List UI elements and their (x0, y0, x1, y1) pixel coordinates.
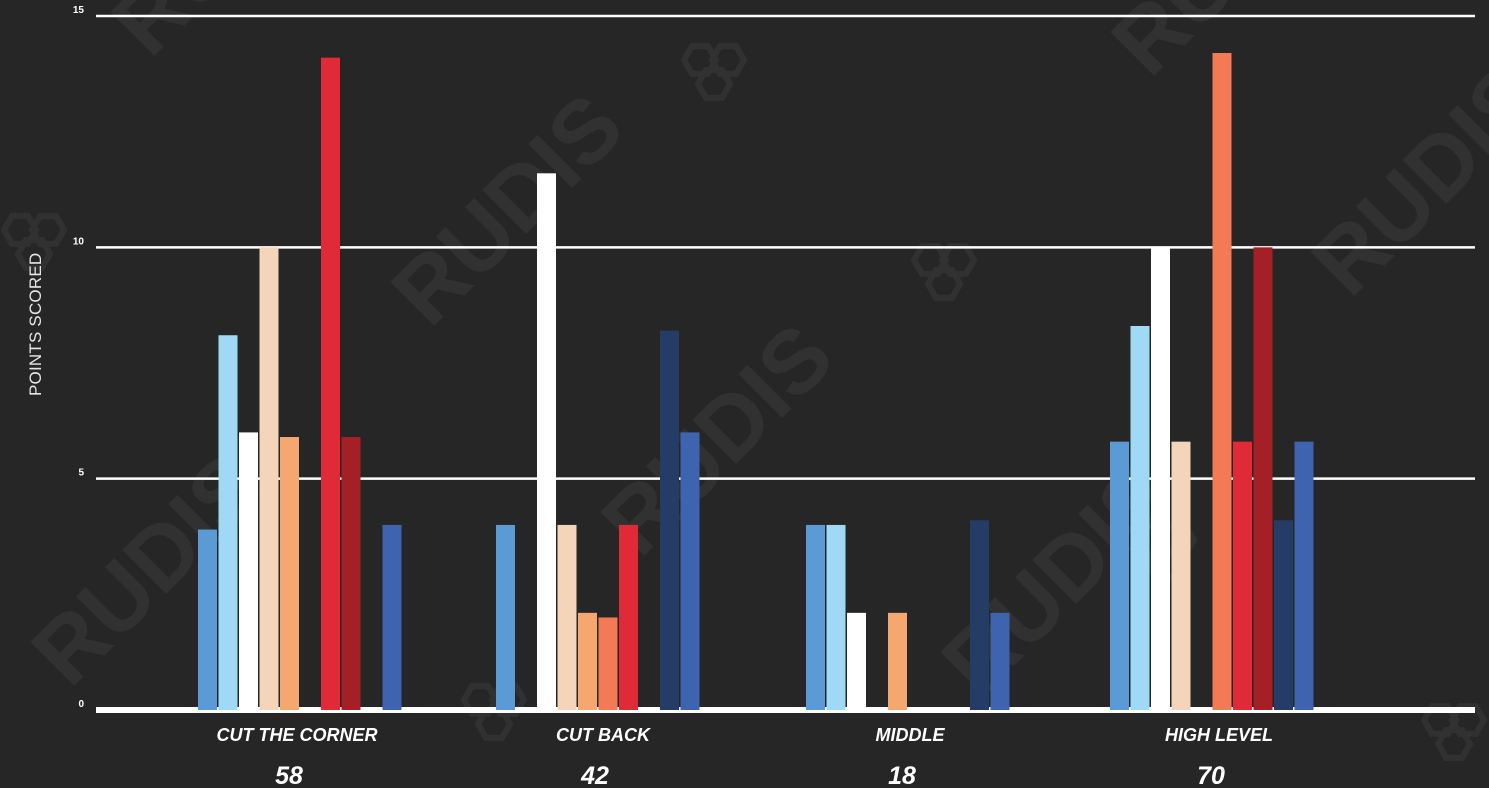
bar (598, 617, 618, 710)
y-axis-label: POINTS SCORED (26, 252, 45, 396)
bar (1212, 53, 1232, 711)
bar (1110, 441, 1129, 710)
y-tick-label: 0 (78, 699, 84, 710)
y-tick-label: 5 (78, 468, 84, 479)
bar (970, 520, 989, 710)
x-tick-label: HIGH LEVEL (1165, 725, 1273, 745)
watermark-text: RUDIS (373, 75, 642, 344)
watermark-hex-icon (1420, 703, 1488, 761)
bar (218, 335, 238, 710)
bar (198, 529, 217, 710)
watermark-hex-icon (680, 43, 748, 101)
bar (1294, 441, 1314, 710)
watermark-text: RUDIS (1293, 45, 1489, 314)
bars-layer (198, 53, 1314, 711)
bar (1171, 441, 1191, 710)
category-total-label: 18 (888, 762, 916, 788)
bar (619, 524, 638, 710)
bar (1151, 247, 1170, 711)
bar (259, 247, 279, 711)
labels-layer: CUT THE CORNER 58 CUT BACK 42 MIDDLE 18 HIGH L… (217, 725, 1274, 788)
bar (341, 437, 361, 710)
bar (239, 432, 258, 710)
bar (660, 330, 679, 710)
bar (847, 612, 866, 710)
bar (680, 432, 700, 710)
category-total-label: 70 (1197, 762, 1225, 788)
category-total-label: 58 (275, 762, 303, 788)
bar (806, 524, 825, 710)
bar (826, 524, 846, 710)
bar (1233, 441, 1252, 710)
bar (888, 612, 907, 710)
bar (1253, 247, 1273, 711)
bar (496, 524, 515, 710)
bar (578, 612, 597, 710)
bar (382, 524, 402, 710)
bar (280, 437, 299, 710)
bar (990, 612, 1010, 710)
x-tick-label: CUT BACK (556, 725, 652, 745)
bar (557, 524, 577, 710)
watermark-hex-icon (0, 213, 68, 271)
bar (1130, 325, 1150, 710)
bar (1274, 520, 1293, 710)
watermark-hex-icon (910, 243, 978, 301)
x-tick-label: CUT THE CORNER (217, 725, 378, 745)
bar (537, 173, 556, 711)
bar (321, 57, 340, 710)
x-tick-label: MIDDLE (876, 725, 946, 745)
y-tick-label: 10 (73, 236, 85, 247)
y-tick-label: 15 (73, 5, 85, 16)
category-total-label: 42 (580, 762, 609, 788)
